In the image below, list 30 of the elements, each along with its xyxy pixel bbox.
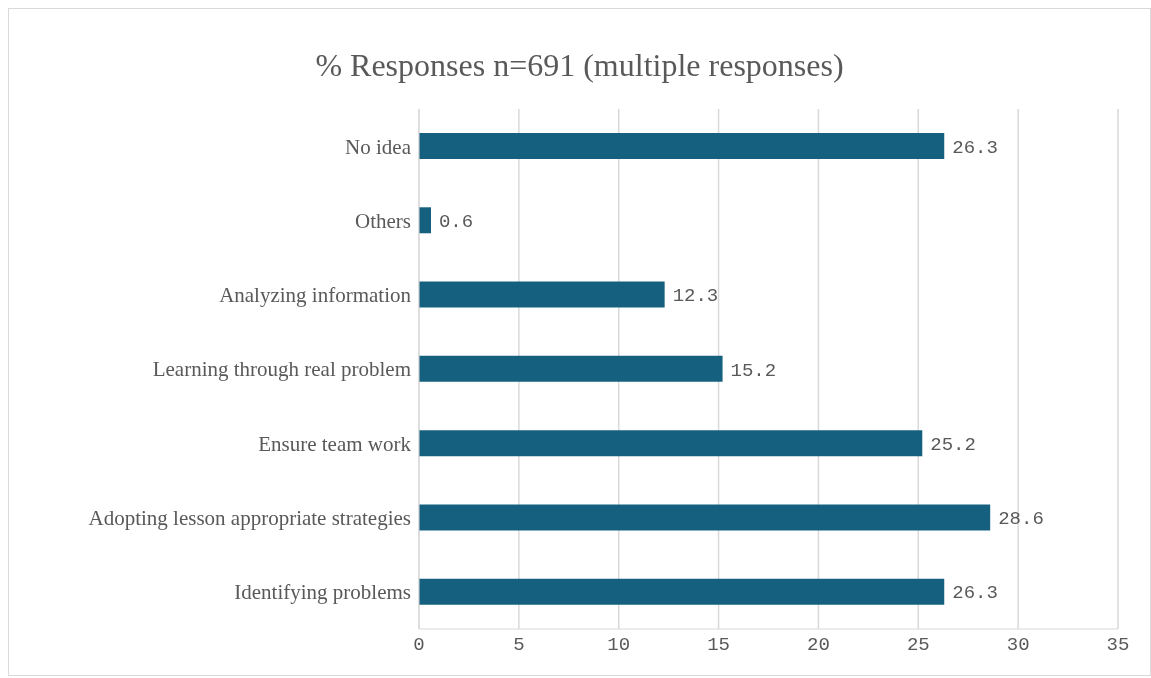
y-tick-label: Learning through real problem [152,357,411,382]
bar [419,207,431,234]
bar [419,430,923,457]
bar [419,578,945,605]
x-tick-label: 0 [413,634,425,657]
x-tick-label: 5 [513,634,525,657]
y-tick-label: Identifying problems [234,580,411,605]
x-tick-label: 20 [807,634,830,657]
data-label: 15.2 [730,359,777,382]
x-tick-label: 35 [1106,634,1130,657]
data-label: 26.3 [952,582,998,605]
data-label: 12.3 [672,285,719,308]
y-tick-label: Ensure team work [258,431,412,456]
data-label: 28.6 [998,508,1044,531]
y-tick-label: Others [355,208,411,233]
x-tick-label: 10 [607,634,631,657]
y-tick-label: Adopting lesson appropriate strategies [88,506,411,531]
x-tick-label: 30 [1006,634,1030,657]
bar [419,133,945,159]
x-tick-label: 25 [906,634,930,657]
data-label: 26.3 [952,136,998,159]
x-tick-label: 15 [707,634,730,657]
data-label: 0.6 [438,211,474,234]
y-tick-label: No idea [345,134,412,159]
bar [419,355,723,382]
y-tick-label: Analyzing information [219,283,412,308]
bar [419,281,665,308]
chart-title: % Responses n=691 (multiple responses) [314,47,845,84]
bar [419,504,991,531]
data-label: 25.2 [930,433,976,456]
